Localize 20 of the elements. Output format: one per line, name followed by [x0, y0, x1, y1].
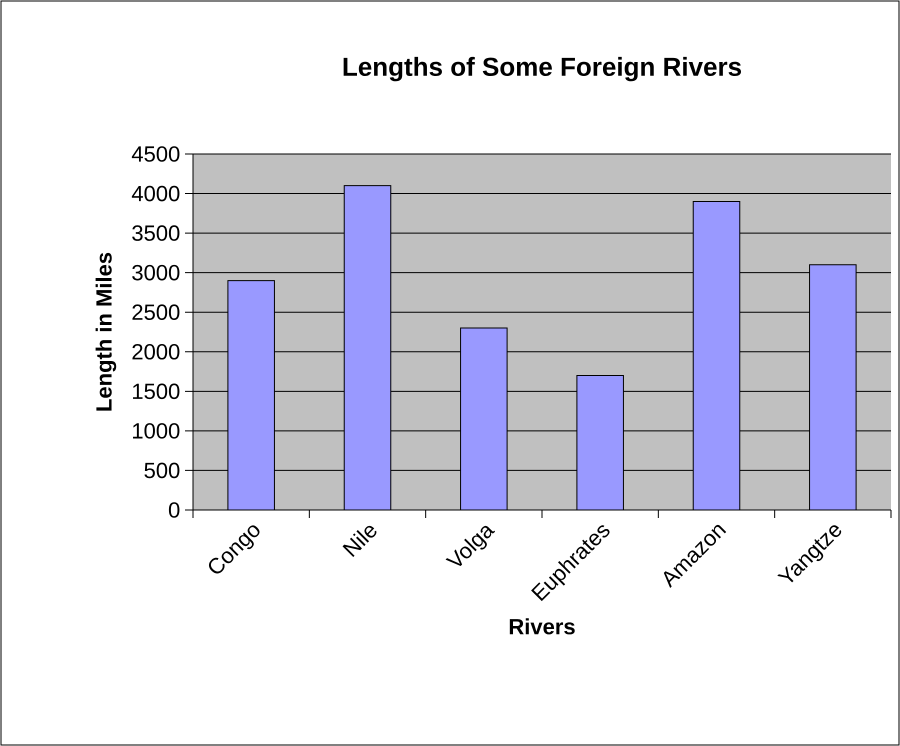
bar [576, 375, 624, 510]
y-tick-label: 3500 [132, 225, 180, 241]
x-tick-label: Nile [342, 526, 376, 558]
bar [227, 280, 275, 510]
y-tick-label: 4500 [132, 146, 180, 162]
y-tick-label: 0 [168, 502, 180, 518]
bar [460, 328, 508, 510]
y-tick-label: 3000 [132, 264, 180, 280]
y-tick-label: 1000 [133, 423, 180, 439]
y-tick-label: 2500 [132, 304, 180, 320]
bar [692, 200, 740, 510]
y-tick-label: 500 [144, 462, 180, 478]
bar [344, 185, 392, 510]
bar [809, 264, 857, 510]
y-axis-title: Length in Miles [96, 252, 116, 411]
y-tick-label: 1500 [133, 384, 180, 400]
y-tick-label: 2000 [132, 344, 180, 360]
chart-title: Lengths of Some Foreign Rivers [344, 56, 741, 82]
x-axis-title: Rivers [510, 618, 575, 634]
y-tick-label: 4000 [132, 186, 180, 202]
